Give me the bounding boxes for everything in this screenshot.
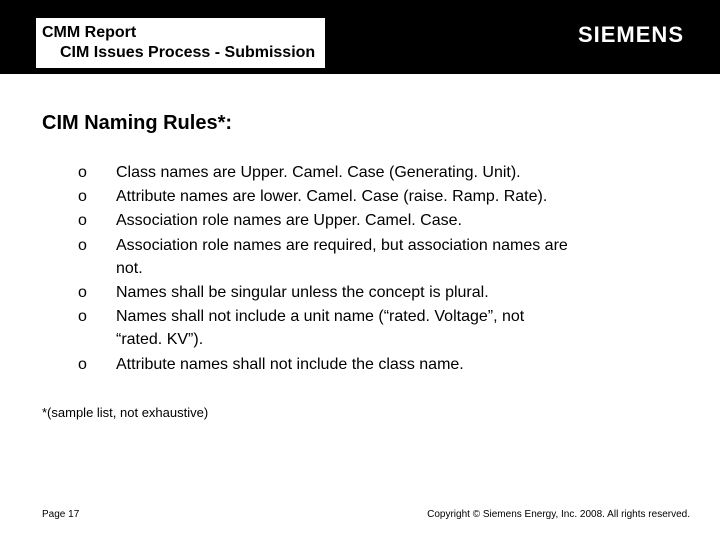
copyright-text: Copyright © Siemens Energy, Inc. 2008. A… [427, 509, 690, 520]
bullet-icon: o [42, 161, 116, 184]
list-item: o Association role names are Upper. Came… [42, 209, 678, 232]
list-item: o Names shall not include a unit name (“… [42, 305, 678, 351]
header-title-line2: CIM Issues Process - Submission [42, 44, 315, 62]
header-bar: CMM Report CIM Issues Process - Submissi… [0, 0, 720, 74]
slide: CMM Report CIM Issues Process - Submissi… [0, 0, 720, 540]
content-area: CIM Naming Rules*: o Class names are Upp… [42, 112, 678, 377]
footnote: *(sample list, not exhaustive) [42, 405, 208, 420]
list-item: o Class names are Upper. Camel. Case (Ge… [42, 161, 678, 184]
page-number: Page 17 [42, 509, 79, 520]
rule-text: Attribute names shall not include the cl… [116, 353, 678, 376]
rule-text-cont: “rated. KV”). [116, 328, 678, 351]
header-title-line1: CMM Report [42, 24, 315, 42]
rule-text: Attribute names are lower. Camel. Case (… [116, 185, 678, 208]
rule-text: Association role names are required, but… [116, 234, 678, 280]
siemens-logo: SIEMENS [578, 22, 684, 48]
section-title: CIM Naming Rules*: [42, 112, 678, 135]
rule-text-cont: not. [116, 257, 678, 280]
footer: Page 17 Copyright © Siemens Energy, Inc.… [42, 509, 690, 520]
list-item: o Association role names are required, b… [42, 234, 678, 280]
list-item: o Names shall be singular unless the con… [42, 281, 678, 304]
rule-text: Association role names are Upper. Camel.… [116, 209, 678, 232]
rule-text-main: Association role names are required, but… [116, 237, 568, 254]
rules-list: o Class names are Upper. Camel. Case (Ge… [42, 161, 678, 376]
rule-text-main: Names shall not include a unit name (“ra… [116, 308, 524, 325]
list-item: o Attribute names are lower. Camel. Case… [42, 185, 678, 208]
rule-text: Names shall not include a unit name (“ra… [116, 305, 678, 351]
bullet-icon: o [42, 353, 116, 376]
bullet-icon: o [42, 281, 116, 304]
bullet-icon: o [42, 234, 116, 280]
bullet-icon: o [42, 209, 116, 232]
bullet-icon: o [42, 185, 116, 208]
bullet-icon: o [42, 305, 116, 351]
rule-text: Class names are Upper. Camel. Case (Gene… [116, 161, 678, 184]
title-box: CMM Report CIM Issues Process - Submissi… [36, 18, 325, 68]
list-item: o Attribute names shall not include the … [42, 353, 678, 376]
rule-text: Names shall be singular unless the conce… [116, 281, 678, 304]
